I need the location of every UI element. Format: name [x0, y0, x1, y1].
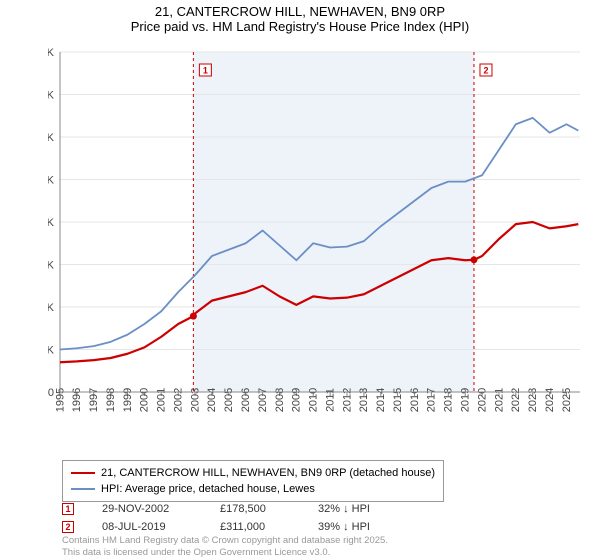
svg-text:1996: 1996 — [71, 388, 83, 412]
footer-line2: This data is licensed under the Open Gov… — [62, 547, 388, 558]
sale-delta: 39% ↓ HPI — [318, 521, 370, 533]
svg-text:£300K: £300K — [48, 260, 55, 272]
footer-line1: Contains HM Land Registry data © Crown c… — [62, 535, 388, 546]
sale-marker-icon: 1 — [62, 503, 74, 515]
svg-text:£800K: £800K — [48, 47, 55, 59]
svg-text:£200K: £200K — [48, 302, 55, 314]
svg-text:2: 2 — [483, 66, 488, 76]
svg-text:2004: 2004 — [206, 388, 218, 412]
legend-row: 21, CANTERCROW HILL, NEWHAVEN, BN9 0RP (… — [71, 465, 435, 481]
svg-text:£700K: £700K — [48, 90, 55, 102]
svg-text:2010: 2010 — [308, 388, 320, 412]
svg-text:2023: 2023 — [527, 388, 539, 412]
svg-text:2009: 2009 — [291, 388, 303, 412]
sales-table: 1 29-NOV-2002 £178,500 32% ↓ HPI 2 08-JU… — [62, 500, 370, 536]
sales-row: 1 29-NOV-2002 £178,500 32% ↓ HPI — [62, 500, 370, 518]
legend-label: 21, CANTERCROW HILL, NEWHAVEN, BN9 0RP (… — [101, 467, 435, 479]
chart-container: 21, CANTERCROW HILL, NEWHAVEN, BN9 0RP P… — [0, 0, 600, 560]
svg-text:2015: 2015 — [392, 388, 404, 412]
svg-text:2007: 2007 — [257, 388, 269, 412]
sale-delta: 32% ↓ HPI — [318, 503, 370, 515]
svg-text:2000: 2000 — [139, 388, 151, 412]
svg-text:2022: 2022 — [510, 388, 522, 412]
legend-swatch — [71, 488, 95, 490]
line-chart: £0 £100K £200K £300K £400K £500K £600K £700K £80… — [48, 44, 588, 434]
sale-date: 08-JUL-2019 — [102, 521, 192, 533]
footer: Contains HM Land Registry data © Crown c… — [62, 535, 388, 558]
svg-text:2014: 2014 — [375, 388, 387, 412]
sale-date: 29-NOV-2002 — [102, 503, 192, 515]
svg-text:£100K: £100K — [48, 345, 55, 357]
sales-row: 2 08-JUL-2019 £311,000 39% ↓ HPI — [62, 518, 370, 536]
svg-text:2003: 2003 — [189, 388, 201, 412]
svg-text:2006: 2006 — [240, 388, 252, 412]
title-address: 21, CANTERCROW HILL, NEWHAVEN, BN9 0RP — [0, 4, 600, 19]
svg-text:2016: 2016 — [409, 388, 421, 412]
chart-area: £0 £100K £200K £300K £400K £500K £600K £700K £80… — [48, 44, 588, 434]
title-subtitle: Price paid vs. HM Land Registry's House … — [0, 19, 600, 34]
svg-text:1: 1 — [203, 66, 208, 76]
svg-text:2024: 2024 — [544, 388, 556, 412]
svg-text:1999: 1999 — [122, 388, 134, 412]
svg-text:2001: 2001 — [156, 388, 168, 412]
svg-text:2018: 2018 — [443, 388, 455, 412]
svg-text:1998: 1998 — [105, 388, 117, 412]
svg-text:1997: 1997 — [88, 388, 100, 412]
sale-price: £311,000 — [220, 521, 290, 533]
legend-row: HPI: Average price, detached house, Lewe… — [71, 481, 435, 497]
svg-text:2008: 2008 — [274, 388, 286, 412]
svg-text:2012: 2012 — [341, 388, 353, 412]
title-block: 21, CANTERCROW HILL, NEWHAVEN, BN9 0RP P… — [0, 0, 600, 36]
svg-text:2017: 2017 — [426, 388, 438, 412]
svg-text:2002: 2002 — [172, 388, 184, 412]
sale-marker-icon: 2 — [62, 521, 74, 533]
sale-price: £178,500 — [220, 503, 290, 515]
svg-text:2019: 2019 — [459, 388, 471, 412]
svg-text:2013: 2013 — [358, 388, 370, 412]
legend-swatch — [71, 472, 95, 474]
svg-text:£600K: £600K — [48, 132, 55, 144]
svg-text:2025: 2025 — [561, 388, 573, 412]
svg-text:2021: 2021 — [493, 388, 505, 412]
svg-text:£400K: £400K — [48, 217, 55, 229]
svg-text:2005: 2005 — [223, 388, 235, 412]
svg-text:2020: 2020 — [476, 388, 488, 412]
legend: 21, CANTERCROW HILL, NEWHAVEN, BN9 0RP (… — [62, 460, 444, 502]
svg-text:£500K: £500K — [48, 175, 55, 187]
legend-label: HPI: Average price, detached house, Lewe… — [101, 483, 315, 495]
svg-text:£0: £0 — [48, 387, 54, 399]
